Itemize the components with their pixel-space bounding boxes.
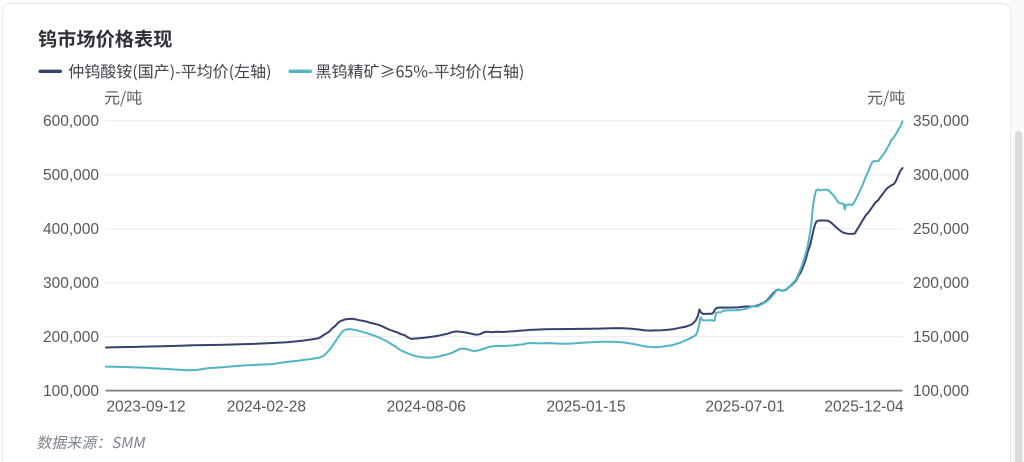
svg-text:2023-09-12: 2023-09-12 (106, 399, 185, 416)
svg-text:200,000: 200,000 (913, 275, 969, 292)
svg-text:300,000: 300,000 (43, 275, 99, 292)
svg-text:200,000: 200,000 (43, 329, 99, 346)
svg-text:2025-12-04: 2025-12-04 (824, 399, 904, 416)
svg-text:2024-02-28: 2024-02-28 (227, 399, 306, 416)
svg-text:500,000: 500,000 (43, 167, 99, 184)
svg-text:100,000: 100,000 (913, 383, 969, 400)
svg-text:150,000: 150,000 (913, 329, 969, 346)
svg-text:250,000: 250,000 (913, 221, 969, 238)
svg-text:300,000: 300,000 (913, 167, 969, 184)
svg-text:2025-07-01: 2025-07-01 (705, 399, 784, 416)
svg-text:400,000: 400,000 (43, 221, 99, 238)
svg-text:2025-01-15: 2025-01-15 (546, 399, 625, 416)
svg-text:100,000: 100,000 (43, 383, 99, 400)
svg-text:350,000: 350,000 (913, 113, 969, 130)
svg-text:2024-08-06: 2024-08-06 (387, 399, 466, 416)
svg-text:600,000: 600,000 (43, 113, 99, 130)
